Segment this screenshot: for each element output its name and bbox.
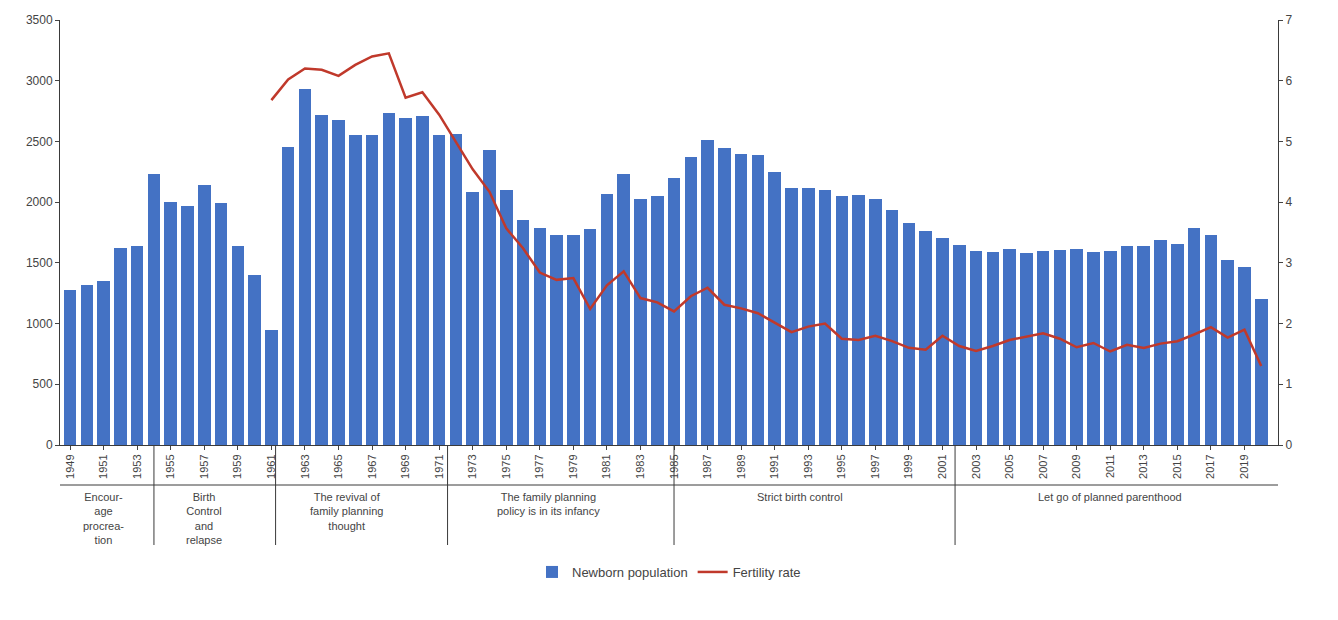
- svg-text:BirthControlandrelapse: BirthControlandrelapse: [186, 491, 222, 546]
- svg-text:1963: 1963: [299, 454, 311, 478]
- svg-text:1983: 1983: [634, 454, 646, 478]
- svg-text:1987: 1987: [701, 454, 713, 478]
- svg-text:Strict birth control: Strict birth control: [757, 491, 843, 503]
- svg-text:6: 6: [1285, 74, 1292, 88]
- svg-text:1949: 1949: [64, 454, 76, 478]
- svg-text:2019: 2019: [1238, 454, 1250, 478]
- svg-text:2001: 2001: [936, 454, 948, 478]
- svg-text:1993: 1993: [802, 454, 814, 478]
- svg-text:Newborn population: Newborn population: [572, 565, 688, 580]
- svg-text:2011: 2011: [1104, 454, 1116, 478]
- svg-text:2500: 2500: [26, 135, 53, 149]
- svg-text:2017: 2017: [1204, 454, 1216, 478]
- svg-text:1953: 1953: [131, 454, 143, 478]
- svg-text:2013: 2013: [1137, 454, 1149, 478]
- svg-text:500: 500: [33, 377, 53, 391]
- svg-text:1981: 1981: [601, 454, 613, 478]
- svg-text:1961: 1961: [265, 454, 277, 478]
- svg-text:0: 0: [1285, 438, 1292, 452]
- svg-text:Let go of planned parenthood: Let go of planned parenthood: [1038, 491, 1182, 503]
- svg-text:2009: 2009: [1070, 454, 1082, 478]
- svg-text:2000: 2000: [26, 195, 53, 209]
- svg-text:1991: 1991: [768, 454, 780, 478]
- svg-text:1995: 1995: [835, 454, 847, 478]
- svg-text:1997: 1997: [869, 454, 881, 478]
- svg-text:5: 5: [1285, 135, 1292, 149]
- svg-text:2007: 2007: [1037, 454, 1049, 478]
- svg-text:3000: 3000: [26, 74, 53, 88]
- svg-text:1957: 1957: [198, 454, 210, 478]
- svg-text:1951: 1951: [97, 454, 109, 478]
- svg-text:Fertility rate: Fertility rate: [733, 565, 801, 580]
- svg-text:1973: 1973: [466, 454, 478, 478]
- svg-text:2: 2: [1285, 317, 1292, 331]
- svg-text:1955: 1955: [164, 454, 176, 478]
- svg-text:1969: 1969: [399, 454, 411, 478]
- svg-text:1975: 1975: [500, 454, 512, 478]
- svg-text:1959: 1959: [231, 454, 243, 478]
- svg-text:1000: 1000: [26, 317, 53, 331]
- svg-text:1971: 1971: [433, 454, 445, 478]
- svg-text:1977: 1977: [533, 454, 545, 478]
- svg-text:1999: 1999: [902, 454, 914, 478]
- svg-text:7: 7: [1285, 13, 1292, 27]
- svg-text:2005: 2005: [1003, 454, 1015, 478]
- svg-text:1965: 1965: [332, 454, 344, 478]
- svg-text:1989: 1989: [735, 454, 747, 478]
- svg-text:The family planningpolicy is i: The family planningpolicy is in its infa…: [497, 491, 600, 517]
- svg-text:3500: 3500: [26, 13, 53, 27]
- svg-text:1: 1: [1285, 377, 1292, 391]
- svg-text:1979: 1979: [567, 454, 579, 478]
- svg-text:2015: 2015: [1171, 454, 1183, 478]
- svg-text:Encour-ageprocrea-tion: Encour-ageprocrea-tion: [83, 491, 124, 546]
- svg-text:2003: 2003: [970, 454, 982, 478]
- svg-text:The revival offamily planningt: The revival offamily planningthought: [310, 491, 383, 532]
- svg-text:1985: 1985: [668, 454, 680, 478]
- svg-text:1967: 1967: [366, 454, 378, 478]
- svg-text:0: 0: [46, 438, 53, 452]
- svg-text:3: 3: [1285, 256, 1292, 270]
- svg-text:4: 4: [1285, 195, 1292, 209]
- svg-text:1500: 1500: [26, 256, 53, 270]
